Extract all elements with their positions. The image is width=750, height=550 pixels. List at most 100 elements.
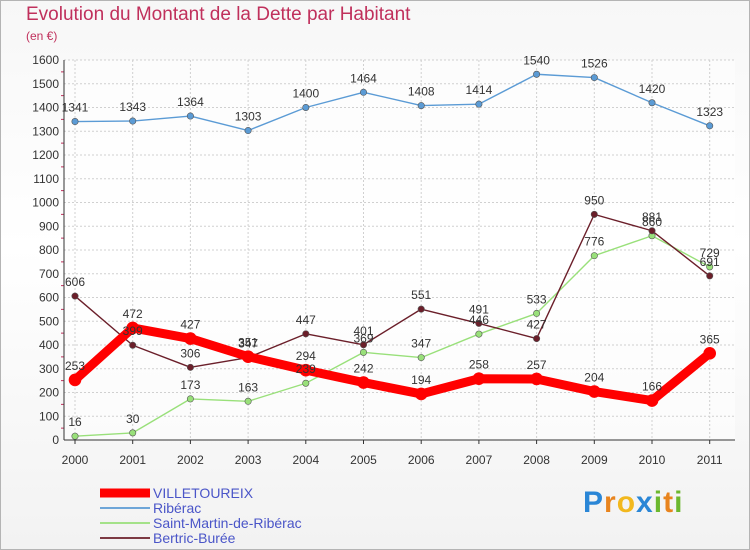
data-point [590, 252, 598, 260]
data-point [71, 292, 79, 300]
logo-letter: x [636, 486, 654, 519]
data-point [359, 348, 367, 356]
data-point [186, 112, 194, 120]
y-tick-label: 1100 [33, 172, 59, 186]
y-tick-label: 1000 [32, 196, 59, 210]
x-tick-label: 2007 [466, 453, 493, 467]
data-point [129, 117, 137, 125]
data-label: 369 [353, 331, 373, 345]
y-tick-label: 1600 [32, 53, 59, 67]
data-point [186, 395, 194, 403]
data-label: 347 [411, 337, 431, 351]
data-point [475, 100, 483, 108]
data-label: 401 [353, 324, 373, 338]
data-label: 173 [180, 378, 200, 392]
data-label: 1303 [235, 110, 262, 124]
x-tick-label: 2004 [292, 453, 319, 467]
data-label: 446 [469, 313, 489, 327]
data-label: 776 [584, 235, 604, 249]
data-label: 1414 [466, 83, 493, 97]
data-point [299, 363, 313, 377]
data-label: 1526 [581, 57, 608, 71]
data-label: 306 [180, 346, 200, 360]
logo-letter: t [663, 486, 675, 519]
data-point [533, 309, 541, 317]
data-point [472, 372, 486, 386]
data-label: 163 [238, 380, 258, 394]
data-point [71, 118, 79, 126]
data-label: 258 [469, 358, 489, 372]
data-label: 1420 [639, 82, 666, 96]
data-point [590, 210, 598, 218]
data-label: 365 [700, 332, 720, 346]
data-label: 447 [296, 313, 316, 327]
data-label: 239 [296, 362, 316, 376]
data-point [414, 387, 428, 401]
data-label: 399 [123, 324, 143, 338]
data-label: 1323 [696, 105, 723, 119]
y-tick-label: 1400 [32, 101, 59, 115]
x-tick-label: 2003 [235, 453, 262, 467]
x-tick-label: 2009 [581, 453, 608, 467]
data-point [129, 341, 137, 349]
data-label: 204 [584, 371, 604, 385]
chart-title: Evolution du Montant de la Dette par Hab… [26, 4, 411, 25]
data-point [184, 332, 197, 345]
logo-letter: r [604, 486, 617, 519]
data-point [71, 432, 79, 440]
data-label: 347 [238, 337, 258, 351]
legend-label: VILLETOUREIX [153, 485, 254, 501]
y-tick-label: 900 [39, 219, 59, 233]
proxiti-logo: Proxiti [583, 486, 683, 520]
x-tick-label: 2001 [119, 453, 146, 467]
data-point [533, 335, 541, 343]
data-point [587, 385, 601, 398]
y-tick-label: 500 [39, 314, 59, 328]
data-point [703, 347, 717, 360]
x-tick-label: 2005 [350, 453, 377, 467]
data-label: 860 [642, 215, 662, 229]
y-tick-label: 400 [39, 338, 59, 352]
x-tick-label: 2010 [639, 453, 666, 467]
data-label: 1464 [350, 71, 377, 85]
data-point [357, 376, 370, 389]
data-label: 16 [68, 415, 82, 429]
data-point [359, 88, 367, 96]
data-point [648, 99, 656, 107]
data-label: 1341 [62, 101, 89, 115]
data-label: 351 [238, 336, 258, 350]
data-point [706, 263, 714, 271]
data-label: 1343 [119, 100, 146, 114]
y-tick-label: 1300 [32, 124, 59, 138]
y-tick-label: 300 [39, 362, 59, 376]
x-tick-label: 2000 [62, 453, 89, 467]
data-point [359, 341, 367, 349]
data-point [302, 104, 310, 112]
data-label: 691 [700, 255, 720, 269]
data-label: 729 [700, 246, 720, 260]
logo-letter: P [583, 486, 605, 519]
data-point [244, 127, 252, 135]
data-label: 427 [527, 318, 547, 332]
data-label: 491 [469, 302, 489, 316]
data-point [417, 102, 425, 110]
data-point [645, 394, 659, 407]
y-tick-label: 700 [39, 267, 59, 281]
data-point [302, 379, 310, 387]
data-point [648, 227, 656, 235]
legend-label: Saint-Martin-de-Ribérac [153, 515, 302, 531]
data-point [706, 272, 714, 280]
y-tick-label: 1500 [32, 77, 59, 91]
data-label: 551 [411, 288, 431, 302]
logo-letter: o [616, 486, 637, 519]
legend-label: Ribérac [153, 500, 201, 516]
chart-subtitle: (en €) [26, 29, 58, 43]
y-tick-label: 200 [39, 386, 59, 400]
data-label: 606 [65, 275, 85, 289]
legend-label: Bertric-Burée [153, 530, 236, 546]
data-point [244, 397, 252, 405]
logo-letter: i [674, 486, 684, 519]
data-label: 242 [353, 362, 373, 376]
data-label: 253 [65, 359, 85, 373]
series-line-1 [74, 235, 711, 437]
